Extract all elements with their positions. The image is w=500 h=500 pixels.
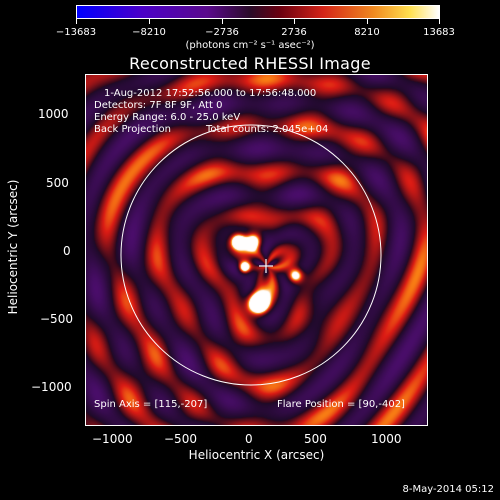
colorbar-tickmark (439, 19, 440, 24)
x-tick-label: 500 (304, 432, 327, 446)
colorbar-tickmark (294, 19, 295, 24)
x-tick-label: −500 (164, 432, 197, 446)
y-tick-label: −500 (40, 312, 73, 326)
time-range-text: 1-Aug-2012 17:52:56.000 to 17:56:48.000 (104, 88, 317, 99)
colorbar-tick-label: −2736 (205, 27, 239, 38)
y-tick-label: 500 (46, 176, 69, 190)
x-tick-label: 0 (245, 432, 253, 446)
method-text: Back Projection (94, 124, 171, 135)
colorbar-tickmark (367, 19, 368, 24)
image-plot: 1-Aug-2012 17:52:56.000 to 17:56:48.000 … (85, 74, 428, 426)
y-axis-label: Heliocentric Y (arcsec) (6, 179, 20, 315)
y-tick-label: 0 (63, 244, 71, 258)
footer-date: 8-May-2014 05:12 (402, 484, 494, 495)
colorbar-tickmark (149, 19, 150, 24)
energy-range-text: Energy Range: 6.0 - 25.0 keV (94, 112, 241, 123)
colorbar-units: (photons cm⁻² s⁻¹ asec⁻²) (185, 40, 315, 51)
spin-axis-text: Spin Axis = [115,-207] (94, 399, 208, 410)
colorbar-tick-label: 2736 (281, 27, 307, 38)
flare-position-text: Flare Position = [90,-402] (277, 399, 405, 410)
colorbar-tickmark (76, 19, 77, 24)
plot-title: Reconstructed RHESSI Image (129, 54, 371, 73)
y-tick-label: 1000 (38, 107, 69, 121)
colorbar-tickmark (222, 19, 223, 24)
solar-limb-circle (120, 124, 382, 386)
colorbar (76, 5, 440, 19)
x-tick-label: −1000 (92, 432, 133, 446)
x-tick-label: 1000 (371, 432, 402, 446)
colorbar-tick-label: −13683 (55, 27, 97, 38)
detectors-text: Detectors: 7F 8F 9F, Att 0 (94, 100, 223, 111)
x-axis-label: Heliocentric X (arcsec) (188, 448, 325, 462)
reconstructed-image-map (86, 75, 427, 425)
colorbar-tick-label: 13683 (423, 27, 455, 38)
colorbar-tick-label: 8210 (354, 27, 380, 38)
overlay (120, 124, 382, 386)
colorbar-tick-label: −8210 (132, 27, 166, 38)
total-counts-text: Total counts: 2.045e+04 (206, 124, 329, 135)
y-tick-label: −1000 (31, 380, 72, 394)
